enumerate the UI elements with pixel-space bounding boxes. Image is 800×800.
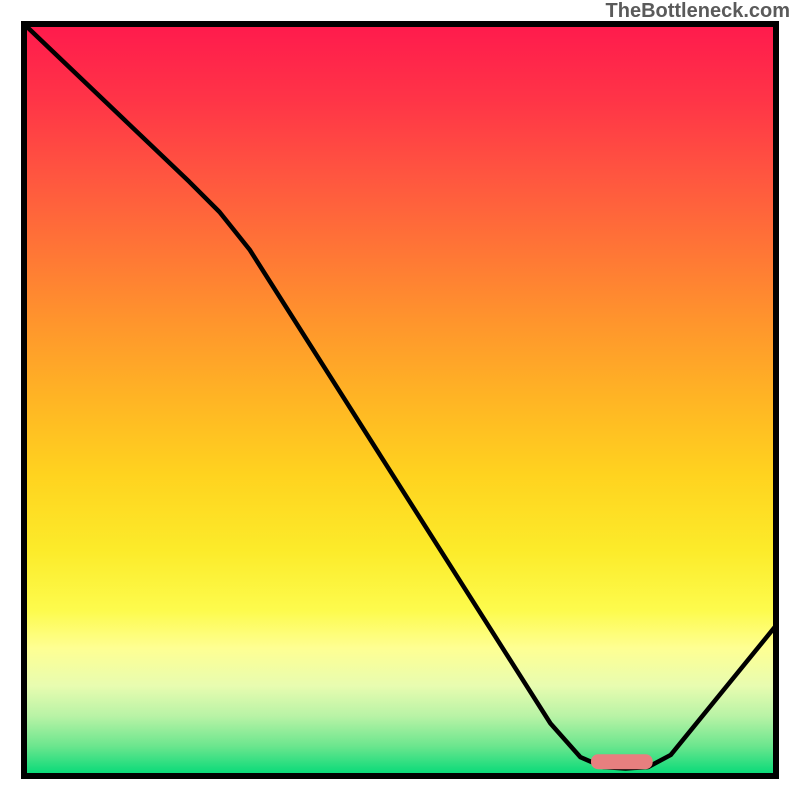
watermark-text: TheBottleneck.com — [606, 0, 790, 23]
gradient-background — [24, 24, 776, 776]
plot-area — [21, 21, 779, 779]
chart-container: TheBottleneck.com — [0, 0, 800, 800]
optimal-range-marker — [591, 754, 653, 769]
plot-svg — [21, 21, 779, 779]
